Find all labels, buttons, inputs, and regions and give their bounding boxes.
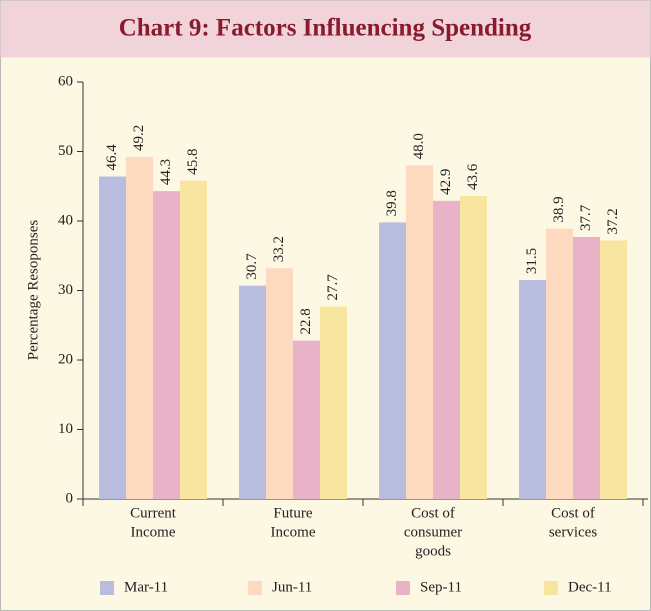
value-label: 39.8 (384, 190, 400, 216)
bar (320, 306, 347, 499)
value-label: 37.7 (578, 204, 594, 231)
value-label: 30.7 (244, 253, 260, 280)
value-label: 38.9 (551, 196, 567, 222)
x-tick-label: consumer (404, 524, 462, 540)
x-tick-label: Income (131, 524, 176, 540)
y-tick-label: 40 (58, 212, 73, 228)
y-tick-label: 20 (58, 351, 73, 367)
value-label: 37.2 (605, 208, 621, 234)
value-label: 43.6 (465, 163, 481, 190)
value-label: 31.5 (524, 248, 540, 274)
value-label: 22.8 (298, 308, 314, 334)
bar (126, 157, 153, 499)
bar (600, 240, 627, 499)
y-tick-label: 30 (58, 282, 73, 298)
bar (180, 180, 207, 499)
bar (153, 191, 180, 500)
bar (379, 222, 406, 499)
value-label: 27.7 (325, 274, 341, 301)
x-tick-label: Future (273, 505, 313, 521)
bar (266, 268, 293, 499)
legend-label: Dec-11 (568, 579, 612, 595)
legend-label: Mar-11 (124, 579, 168, 595)
value-label: 42.9 (438, 169, 454, 195)
value-label: 49.2 (131, 125, 147, 151)
value-label: 44.3 (158, 159, 174, 185)
y-tick-label: 10 (58, 421, 73, 437)
bar (573, 236, 600, 500)
value-label: 33.2 (271, 236, 287, 262)
x-tick-label: Cost of (551, 505, 595, 521)
chart-title: Chart 9: Factors Influencing Spending (119, 15, 532, 42)
title-band (0, 0, 651, 58)
value-label: 46.4 (104, 144, 120, 171)
bar (239, 285, 266, 499)
bar (433, 200, 460, 499)
legend-label: Sep-11 (420, 579, 462, 595)
bar (546, 228, 573, 499)
value-label: 48.0 (411, 133, 427, 159)
legend-swatch (544, 581, 558, 595)
x-tick-label: Cost of (411, 505, 455, 521)
x-tick-label: Current (130, 505, 177, 521)
legend-swatch (248, 581, 262, 595)
y-tick-label: 60 (58, 73, 73, 89)
y-tick-label: 0 (66, 490, 74, 506)
value-label: 45.8 (185, 148, 201, 174)
x-tick-label: services (549, 524, 597, 540)
bar (460, 195, 487, 500)
legend-swatch (100, 581, 114, 595)
y-axis-label: Percentage Resoponses (25, 220, 41, 361)
bar (519, 280, 546, 499)
bar (99, 176, 126, 499)
legend-swatch (396, 581, 410, 595)
y-tick-label: 50 (58, 143, 73, 159)
bar (293, 340, 320, 499)
bar (406, 165, 433, 499)
x-tick-label: goods (415, 543, 451, 559)
legend-label: Jun-11 (272, 579, 312, 595)
x-tick-label: Income (271, 524, 316, 540)
